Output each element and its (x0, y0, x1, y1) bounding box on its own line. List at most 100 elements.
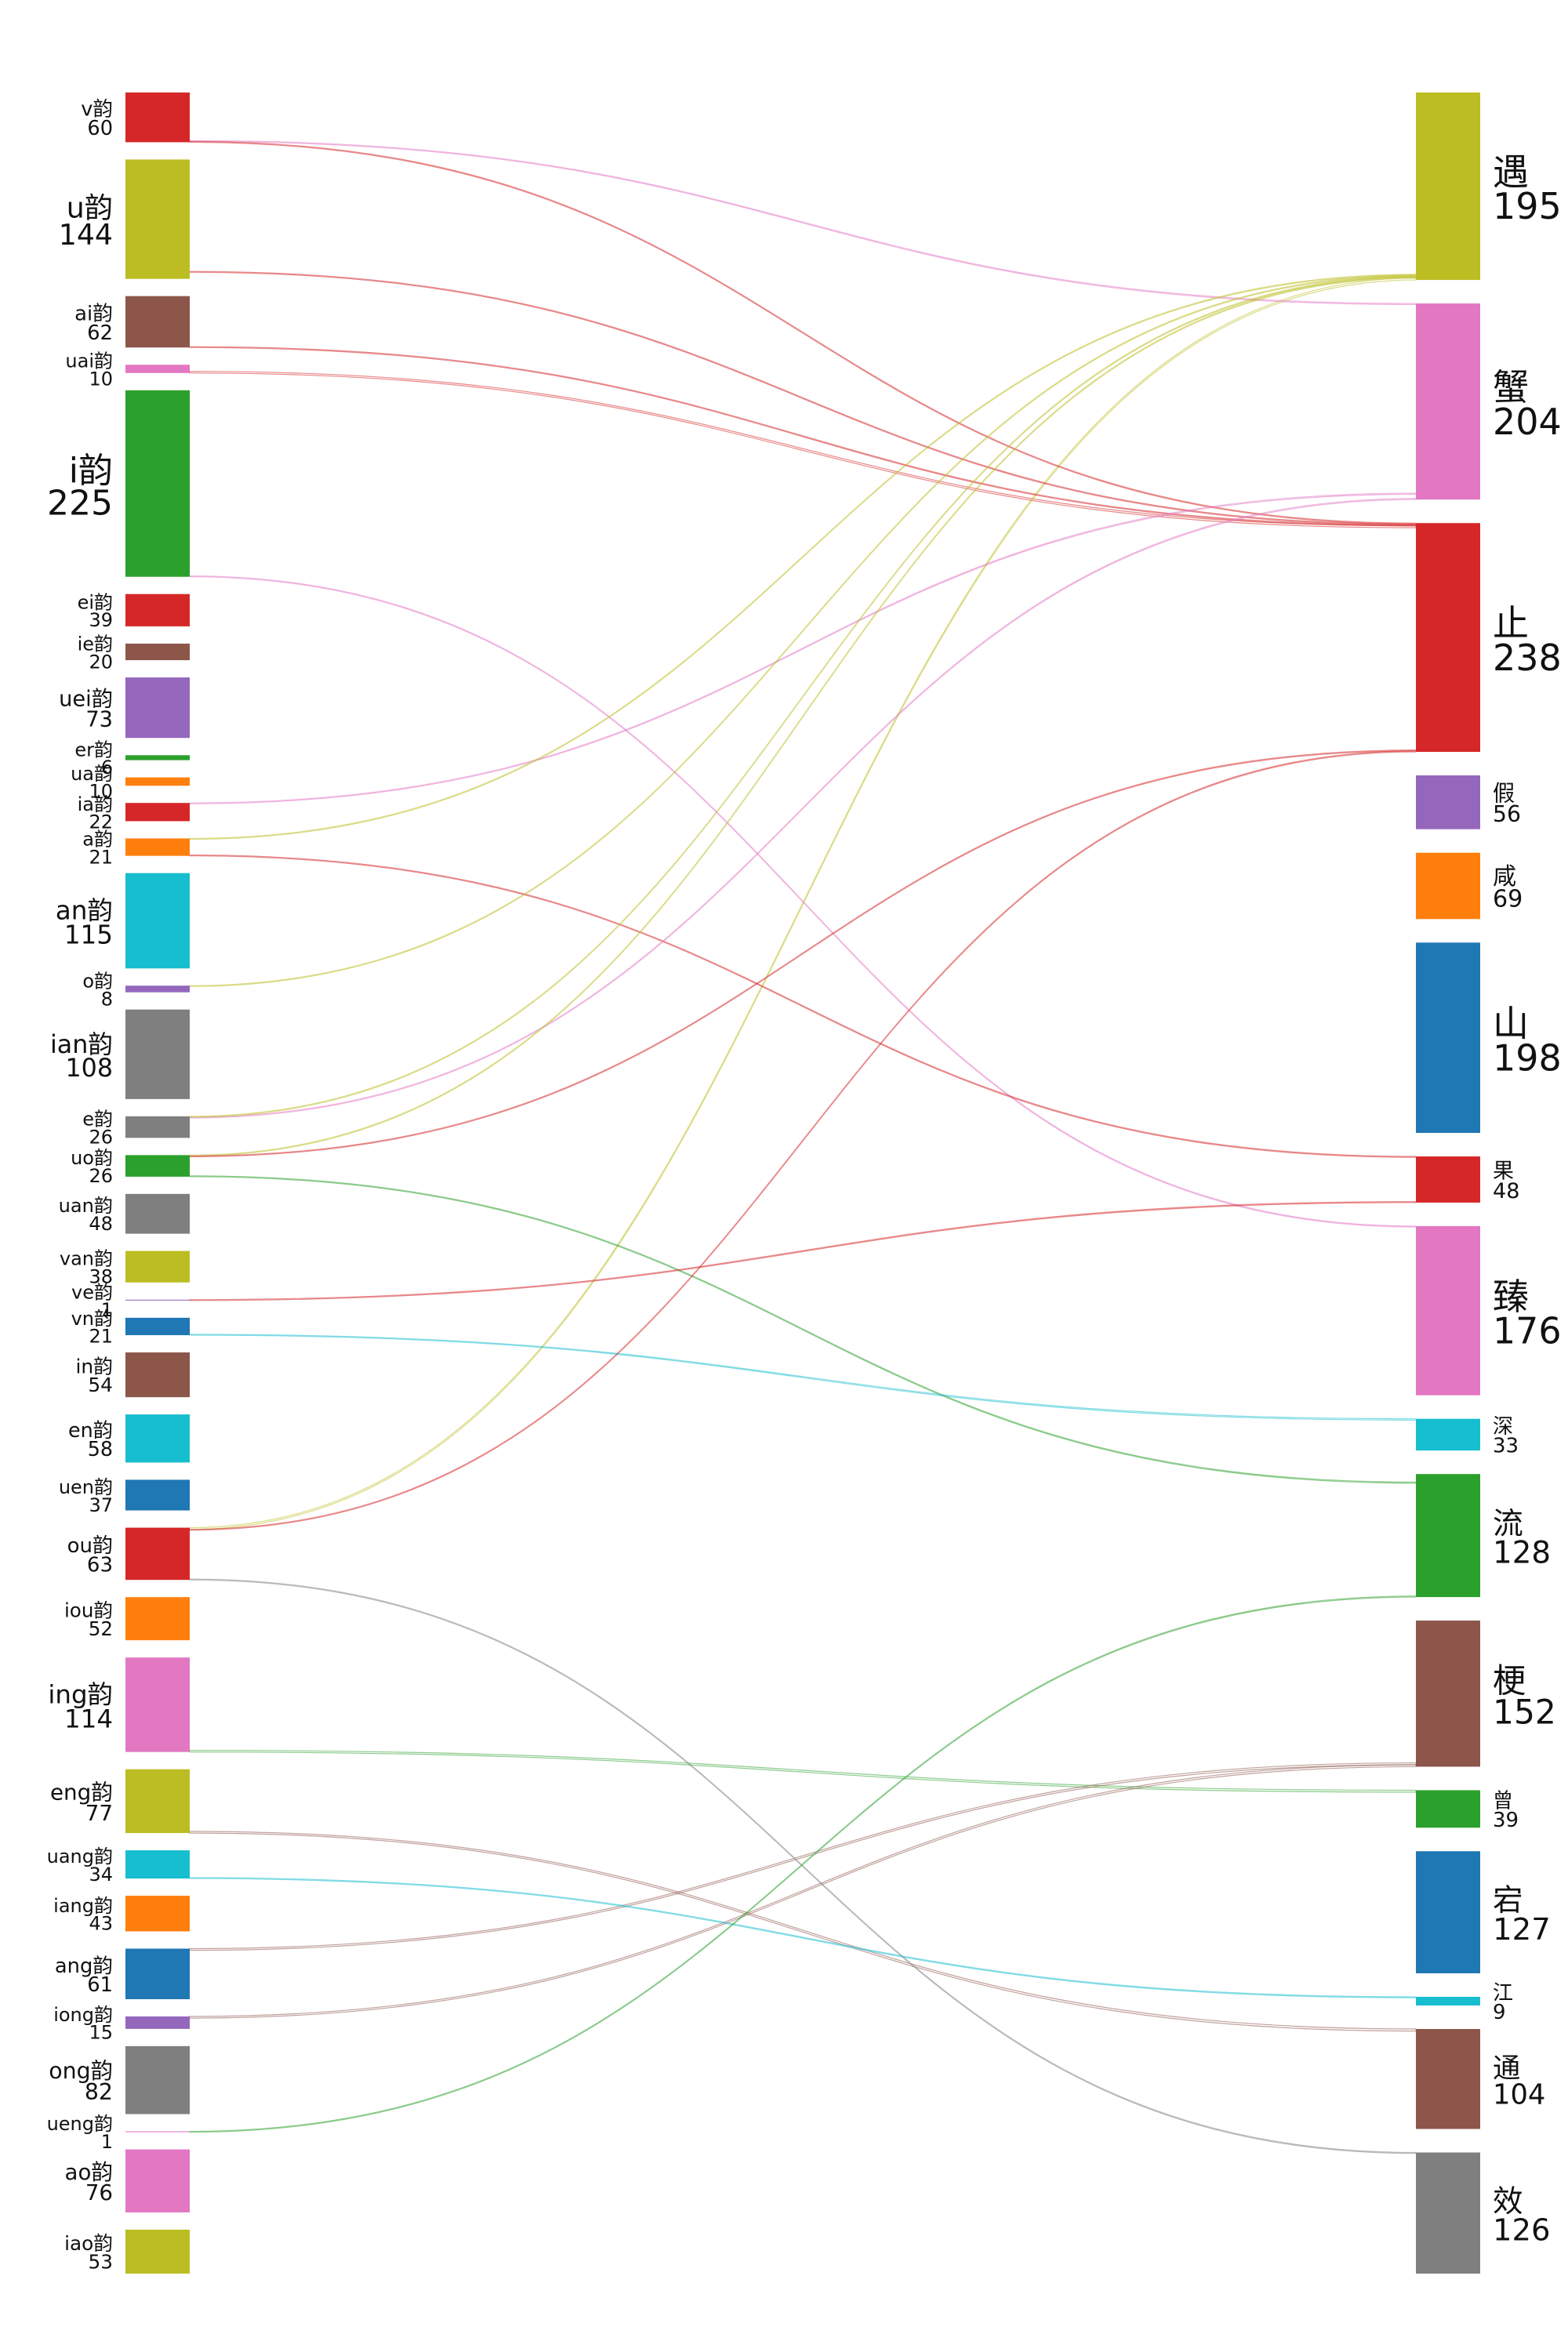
link-o韵-遇 (189, 274, 1417, 987)
target-node-曾 (1416, 1790, 1480, 1828)
source-label-iang韵: iang韵 (53, 1895, 113, 1917)
source-label-ia韵: ia韵 (78, 793, 113, 815)
target-label-流: 流 (1493, 1507, 1523, 1542)
source-label-uei韵: uei韵 (59, 688, 113, 712)
source-value-an韵: 115 (64, 920, 113, 949)
link-v韵-止 (189, 140, 1417, 524)
source-node-uan韵 (125, 1193, 190, 1234)
sankey-labels: v韵60u韵144ai韵62uai韵10i韵225ei韵39ie韵20uei韵7… (47, 98, 1562, 2274)
target-node-臻 (1416, 1225, 1480, 1396)
source-node-v韵 (125, 93, 190, 143)
target-value-效: 126 (1493, 2212, 1551, 2248)
source-value-ian韵: 108 (66, 1054, 113, 1083)
source-label-uo韵: uo韵 (71, 1147, 113, 1169)
source-value-ai韵: 62 (87, 321, 113, 345)
source-value-uai韵: 10 (89, 368, 113, 390)
target-label-假: 假 (1493, 780, 1515, 806)
target-value-曾: 39 (1493, 1809, 1519, 1832)
source-value-er韵: 6 (101, 757, 113, 779)
link-u韵-遇 (190, 147, 1416, 274)
target-node-梗 (1416, 1621, 1480, 1767)
source-label-uan韵: uan韵 (59, 1195, 113, 1217)
source-value-uei韵: 73 (85, 708, 113, 732)
source-label-v韵: v韵 (81, 98, 113, 122)
source-value-eng韵: 77 (85, 1800, 113, 1826)
link-u韵-止 (189, 270, 1417, 526)
link-uo韵-流 (189, 1175, 1417, 1484)
link-uen韵-臻 (190, 1360, 1416, 1510)
source-node-iang韵 (125, 1896, 190, 1932)
link-a韵-遇 (189, 274, 1417, 840)
source-value-u韵: 144 (59, 218, 113, 252)
source-value-iang韵: 43 (89, 1913, 113, 1935)
link-ou韵-流 (190, 1483, 1416, 1579)
target-value-咸: 69 (1493, 886, 1523, 913)
target-label-宕: 宕 (1493, 1883, 1523, 1918)
link-uan韵-山 (190, 1075, 1416, 1233)
target-value-梗: 152 (1493, 1693, 1556, 1732)
source-label-uang韵: uang韵 (47, 1846, 113, 1867)
target-label-梗: 梗 (1493, 1661, 1526, 1700)
source-node-uang韵 (125, 1850, 190, 1879)
target-node-遇 (1416, 93, 1480, 281)
target-node-蟹 (1416, 303, 1480, 500)
link-an韵-咸 (190, 857, 1416, 905)
link-ou韵-遇 (189, 278, 1417, 1530)
link-ian韵-臻 (190, 1090, 1416, 1237)
link-ang韵-江 (190, 1995, 1416, 2005)
source-value-ua韵: 10 (89, 781, 113, 803)
link-iang韵-宕 (190, 1883, 1416, 1929)
source-label-a韵: a韵 (82, 829, 113, 851)
source-value-ong韵: 82 (85, 2079, 113, 2105)
source-node-ong韵 (125, 2045, 190, 2114)
target-node-假 (1416, 775, 1480, 829)
source-value-ia韵: 22 (89, 811, 113, 833)
link-en韵-臻 (190, 1311, 1416, 1457)
target-value-宕: 127 (1493, 1912, 1551, 1947)
target-value-果: 48 (1493, 1179, 1519, 1203)
source-node-ie韵 (125, 643, 190, 661)
link-ei韵-蟹 (190, 453, 1416, 603)
source-value-uen韵: 37 (89, 1494, 113, 1516)
link-iou韵-流 (190, 1543, 1416, 1640)
target-label-效: 效 (1493, 2184, 1523, 2220)
link-v韵-遇 (190, 93, 1416, 147)
target-value-臻: 176 (1493, 1309, 1562, 1352)
source-node-ve韵 (125, 1299, 190, 1301)
source-label-ian韵: ian韵 (50, 1031, 113, 1059)
link-ve韵-果 (189, 1201, 1417, 1301)
source-label-iong韵: iong韵 (53, 2004, 113, 2026)
target-value-假: 56 (1493, 801, 1521, 827)
link-ia韵-蟹 (189, 492, 1417, 804)
source-node-uei韵 (125, 677, 190, 739)
source-value-iou韵: 52 (89, 1617, 113, 1640)
source-node-iao韵 (125, 2229, 190, 2274)
source-value-uo韵: 26 (89, 1165, 113, 1187)
source-value-o韵: 8 (101, 988, 113, 1010)
link-uei韵-止 (190, 695, 1416, 744)
link-ian韵-咸 (190, 893, 1416, 1032)
link-uai韵-蟹 (190, 365, 1416, 377)
link-i韵-臻 (189, 575, 1417, 1228)
link-eng韵-梗 (190, 1727, 1416, 1801)
target-value-蟹: 204 (1493, 401, 1562, 443)
source-value-ing韵: 114 (64, 1704, 113, 1733)
source-value-en韵: 58 (88, 1437, 113, 1461)
source-value-uang韵: 34 (89, 1864, 113, 1886)
link-van韵-臻 (190, 1237, 1416, 1282)
link-ie韵-假 (190, 646, 1416, 789)
source-label-uai韵: uai韵 (65, 350, 113, 372)
source-label-ong韵: ong韵 (49, 2058, 113, 2084)
source-label-ing韵: ing韵 (48, 1679, 113, 1709)
source-node-uai韵 (125, 365, 190, 373)
link-o韵-果 (190, 986, 1416, 1163)
source-node-vn韵 (125, 1317, 190, 1336)
source-label-ua韵: ua韵 (71, 763, 113, 785)
target-label-山: 山 (1493, 1003, 1529, 1045)
link-a韵-蟹 (190, 494, 1416, 842)
source-label-ao韵: ao韵 (65, 2159, 113, 2185)
target-value-通: 104 (1493, 2078, 1545, 2111)
link-ua韵-蟹 (190, 490, 1416, 780)
target-node-果 (1416, 1156, 1480, 1203)
